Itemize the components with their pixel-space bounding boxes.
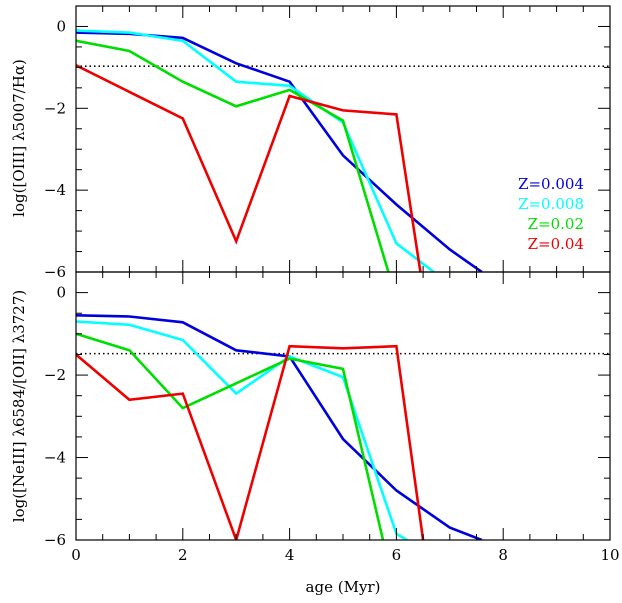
bottom-series-group [76,314,483,540]
legend-entry-z004: Z=0.04 [528,235,584,253]
x-axis-title: age (Myr) [306,578,381,596]
bottom-series-z0008 [76,320,408,540]
x-tick-label: 8 [498,546,508,564]
legend-entry-z002: Z=0.02 [528,215,584,233]
top-series-z002 [76,39,390,272]
x-tick-label: 10 [600,546,619,564]
x-tick-label: 4 [285,546,295,564]
top-series-z004 [76,64,422,272]
bottom-series-z004 [76,344,425,540]
x-tick-label: 2 [178,546,188,564]
legend: Z=0.004 Z=0.008 Z=0.02 Z=0.04 [518,175,584,253]
legend-entry-z0008: Z=0.008 [518,195,584,213]
top-y-tick-label: −4 [44,181,66,199]
legend-entry-z0004: Z=0.004 [518,175,584,193]
top-series-group [76,29,483,272]
bottom-panel: 0 −2 −4 −6 [44,271,611,549]
bottom-y-tick-label: 0 [56,284,66,302]
top-y-tick-label: −6 [44,263,66,281]
top-y-tick-label: −2 [44,99,66,117]
bottom-series-z002 [76,332,385,540]
bottom-y-tick-label: −4 [44,449,66,467]
x-tick-labels: 0 2 4 6 8 10 [71,546,619,564]
bottom-y-tick-label: −6 [44,531,66,549]
top-y-tick-label: 0 [56,17,66,35]
bottom-y-axis-title: log([NeIII] λ6584/[OII] λ3727) [10,290,28,522]
bottom-y-tick-label: −2 [44,366,66,384]
x-tick-label: 0 [71,546,81,564]
top-y-axis-title: log([OIII] λ5007/Hα) [10,59,28,217]
x-tick-label: 6 [392,546,402,564]
top-series-z0008 [76,29,435,272]
